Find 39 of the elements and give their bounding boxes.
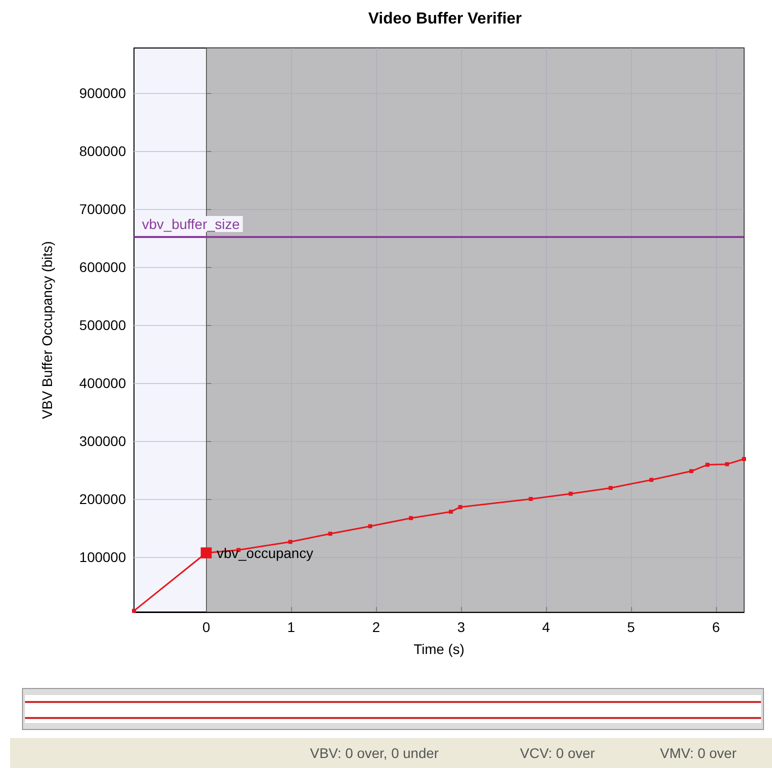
point xyxy=(328,532,332,536)
x-tick-label: 3 xyxy=(457,619,466,635)
y-tick-label: 800000 xyxy=(79,143,126,160)
y-tick-label: 100000 xyxy=(79,548,126,565)
text: VCV: 0 over xyxy=(520,745,595,761)
x-tick-label: 0 xyxy=(202,619,210,635)
point xyxy=(649,478,654,482)
x-tick-label: 6 xyxy=(712,619,720,635)
point xyxy=(705,462,710,467)
y-tick-label: 500000 xyxy=(79,317,126,334)
y-tick-label: 600000 xyxy=(79,259,126,276)
point xyxy=(368,524,372,528)
point xyxy=(448,510,453,514)
point xyxy=(568,492,573,496)
y-tick-label: 200000 xyxy=(79,490,126,507)
ref-line-label: vbv_buffer_size xyxy=(142,216,240,232)
point xyxy=(742,456,746,461)
y-tick-label: 300000 xyxy=(79,433,126,450)
chart-title: Video Buffer Verifier xyxy=(368,10,522,28)
y-tick-label: 900000 xyxy=(79,85,126,102)
point xyxy=(528,496,533,501)
text: VBV: 0 over, 0 under xyxy=(310,745,439,761)
series-label: vbv_occupancy xyxy=(216,544,314,561)
y-tick-label: 700000 xyxy=(79,201,126,218)
x-tick-label: 2 xyxy=(372,619,380,635)
y-tick-label: 400000 xyxy=(79,375,126,392)
point xyxy=(689,469,694,474)
point xyxy=(132,608,136,613)
point xyxy=(288,540,292,544)
x-tick-label: 1 xyxy=(287,619,296,635)
point xyxy=(608,486,613,490)
point xyxy=(408,516,413,520)
y-axis-title: VBV Buffer Occupancy (bits) xyxy=(39,241,55,419)
x-tick-label: 4 xyxy=(542,619,550,635)
text: VMV: 0 over xyxy=(660,745,737,761)
point xyxy=(458,505,462,510)
point xyxy=(725,462,730,466)
x-axis-title: Time (s) xyxy=(414,641,464,657)
x-tick-label: 5 xyxy=(627,619,636,635)
